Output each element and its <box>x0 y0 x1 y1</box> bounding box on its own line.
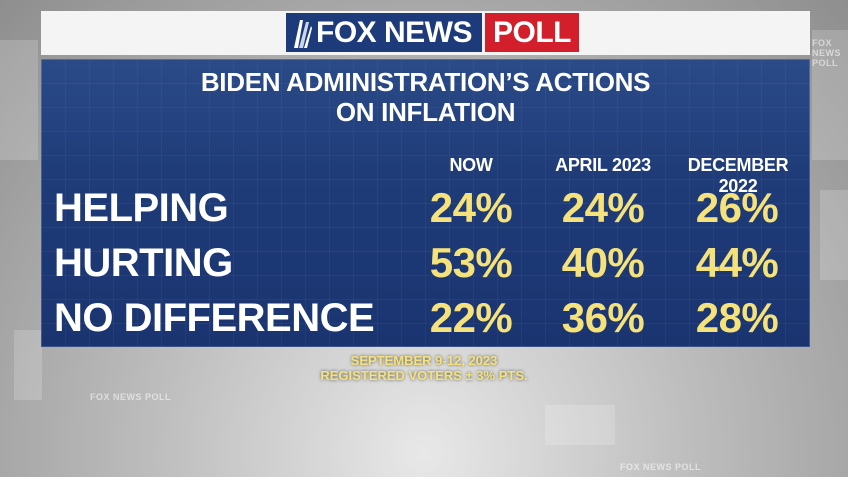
logo-fox-text: FOX NEWS <box>316 16 473 49</box>
bg-watermark-text: FOX NEWS POLL <box>812 38 841 68</box>
bg-decoration <box>0 40 38 160</box>
bg-decoration <box>545 405 615 445</box>
value-helping-now: 24% <box>429 184 513 231</box>
column-header-april-2023: APRIL 2023 <box>555 155 651 175</box>
poll-dates: SEPTEMBER 9-12, 2023 <box>350 353 498 368</box>
logo-poll-text: POLL <box>485 13 580 52</box>
bg-watermark-text: FOX NEWS POLL <box>90 392 172 402</box>
row-label-no-difference: NO DIFFERENCE <box>54 296 375 340</box>
value-no-difference-april-2023: 36% <box>561 294 645 341</box>
column-header-december-2022: DECEMBER 2022 <box>687 155 789 196</box>
row-label-hurting: HURTING <box>54 241 233 285</box>
column-header-now: NOW <box>449 155 493 175</box>
value-helping-december-2022: 26% <box>695 184 779 231</box>
page-subtitle: ON INFLATION <box>335 97 516 127</box>
row-label-helping: HELPING <box>54 186 229 230</box>
value-no-difference-december-2022: 28% <box>695 294 779 341</box>
poll-sample-note: REGISTERED VOTERS ± 3% PTS. <box>320 368 528 383</box>
bg-decoration <box>14 330 42 400</box>
fox-searchlight-icon <box>294 19 312 48</box>
page-title: BIDEN ADMINISTRATION’S ACTIONS <box>200 67 651 97</box>
bg-decoration <box>812 30 848 160</box>
results-panel: BIDEN ADMINISTRATION’S ACTIONS ON INFLAT… <box>41 59 810 347</box>
bg-decoration <box>820 190 848 280</box>
bg-watermark-text: FOX NEWS POLL <box>620 462 702 472</box>
fox-news-poll-logo: FOX NEWS POLL <box>286 13 580 52</box>
fox-news-wordmark: FOX NEWS <box>286 13 483 52</box>
value-hurting-december-2022: 44% <box>695 239 779 286</box>
value-hurting-april-2023: 40% <box>561 239 645 286</box>
value-no-difference-now: 22% <box>429 294 513 341</box>
value-helping-april-2023: 24% <box>561 184 645 231</box>
value-hurting-now: 53% <box>429 239 513 286</box>
